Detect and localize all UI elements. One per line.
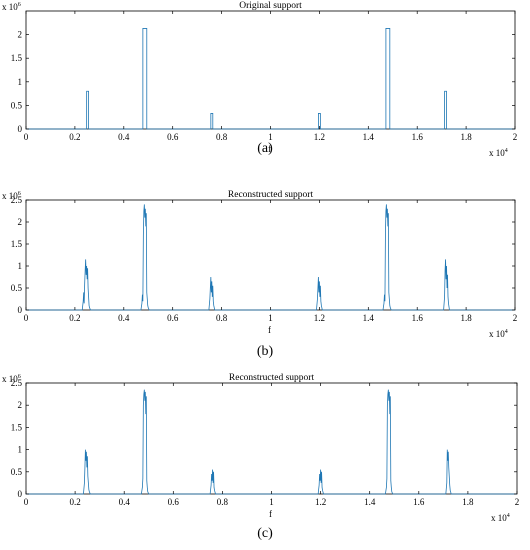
x-tick-label: 0.6 [167,132,179,142]
x-tick-label: 0.6 [168,497,180,507]
x-multiplier: x 104 [491,513,510,523]
x-tick-label: 1.4 [364,497,376,507]
plot-area-0 [25,10,516,130]
x-tick-label: 1 [268,132,273,142]
y-tick-label: 0 [18,489,23,499]
x-tick-label: 1.6 [412,313,424,323]
x-axis-label: f [269,509,272,519]
panel-1: 0 0.2 0.4 0.6 0.8 1 1.2 1.4 1.6 1.8 2 0 0.5 1 1.5 2 2.5 R… [2,190,517,359]
x-tick-label: 1.2 [314,313,325,323]
y-tick-label: 0 [18,305,23,315]
x-tick-label: 1 [268,313,273,323]
y-tick-label: 1.5 [11,239,23,249]
y-tick-label: 1.5 [11,53,23,63]
x-tick-label: 0.2 [69,132,80,142]
x-multiplier: x 104 [489,148,508,158]
series-line-1 [26,204,515,311]
y-multiplier: x 106 [2,374,21,384]
panel-title: Reconstructed support [229,373,315,383]
x-tick-label: 2 [513,313,518,323]
x-tick-label: 1.6 [413,497,425,507]
x-axis-label: f [268,325,271,335]
x-tick-label: 0.4 [118,313,130,323]
x-tick-label: 0.8 [216,313,228,323]
x-tick-label: 0.8 [217,497,229,507]
y-tick-label: 2 [18,400,23,410]
y-tick-label: 1 [18,261,23,271]
x-tick-label: 0 [24,313,29,323]
x-tick-label: 1.4 [363,132,375,142]
x-axis-label: f [268,144,271,154]
x-tick-label: 1.8 [462,497,474,507]
x-tick-label: 0.6 [167,313,179,323]
y-tick-label: 0.5 [11,467,23,477]
y-tick-label: 1 [18,445,23,455]
x-tick-label: 0 [24,497,29,507]
x-tick-label: 2 [513,132,518,142]
y-tick-label: 0.5 [11,100,23,110]
y-tick-label: 2.5 [11,195,23,205]
x-multiplier-exponent: 4 [505,148,508,154]
x-tick-label: 1.2 [314,132,325,142]
y-tick-label: 2 [18,217,23,227]
y-multiplier: x 106 [2,191,21,201]
y-tick-label: 2 [18,30,23,40]
x-multiplier: x 104 [489,329,508,339]
x-tick-label: 0.2 [69,497,80,507]
panel-title: Reconstructed support [228,190,314,200]
panel-0: 0 0.2 0.4 0.6 0.8 1 1.2 1.4 1.6 1.8 2 0 0.5 1 1.5 2 Orig… [2,1,517,158]
x-tick-label: 0.4 [118,132,130,142]
y-multiplier-exponent: 6 [18,191,21,197]
panel-caption: (c) [257,526,273,541]
x-tick-label: 1.8 [460,313,472,323]
panel-title: Original support [239,1,302,11]
x-tick-label: 1.8 [460,132,472,142]
plot-area-1 [25,199,516,311]
panel-caption: (b) [257,344,274,359]
x-tick-label: 2 [515,497,520,507]
y-tick-label: 2.5 [11,378,23,388]
y-multiplier-exponent: 6 [18,2,21,8]
series-line-2 [26,389,517,495]
panel-2: 0 0.2 0.4 0.6 0.8 1 1.2 1.4 1.6 1.8 2 0 0.5 1 1.5 2 2.5 R… [2,373,519,541]
x-tick-label: 1.6 [412,132,424,142]
y-tick-label: 0.5 [11,283,23,293]
x-tick-label: 1 [269,497,274,507]
panel-caption: (a) [257,141,273,156]
x-tick-label: 1.4 [363,313,375,323]
x-tick-label: 0.4 [119,497,131,507]
x-tick-label: 0 [24,132,29,142]
x-multiplier-exponent: 4 [505,329,508,335]
x-tick-label: 0.2 [69,313,80,323]
y-tick-label: 1 [18,77,23,87]
x-tick-label: 1.2 [315,497,326,507]
x-tick-label: 0.8 [216,132,228,142]
series-line-0 [26,28,515,130]
x-multiplier-exponent: 4 [507,513,510,519]
y-tick-label: 0 [18,124,23,134]
y-multiplier-exponent: 6 [18,374,21,380]
y-tick-label: 1.5 [11,422,23,432]
plot-area-2 [25,382,518,495]
y-multiplier: x 106 [2,2,21,12]
